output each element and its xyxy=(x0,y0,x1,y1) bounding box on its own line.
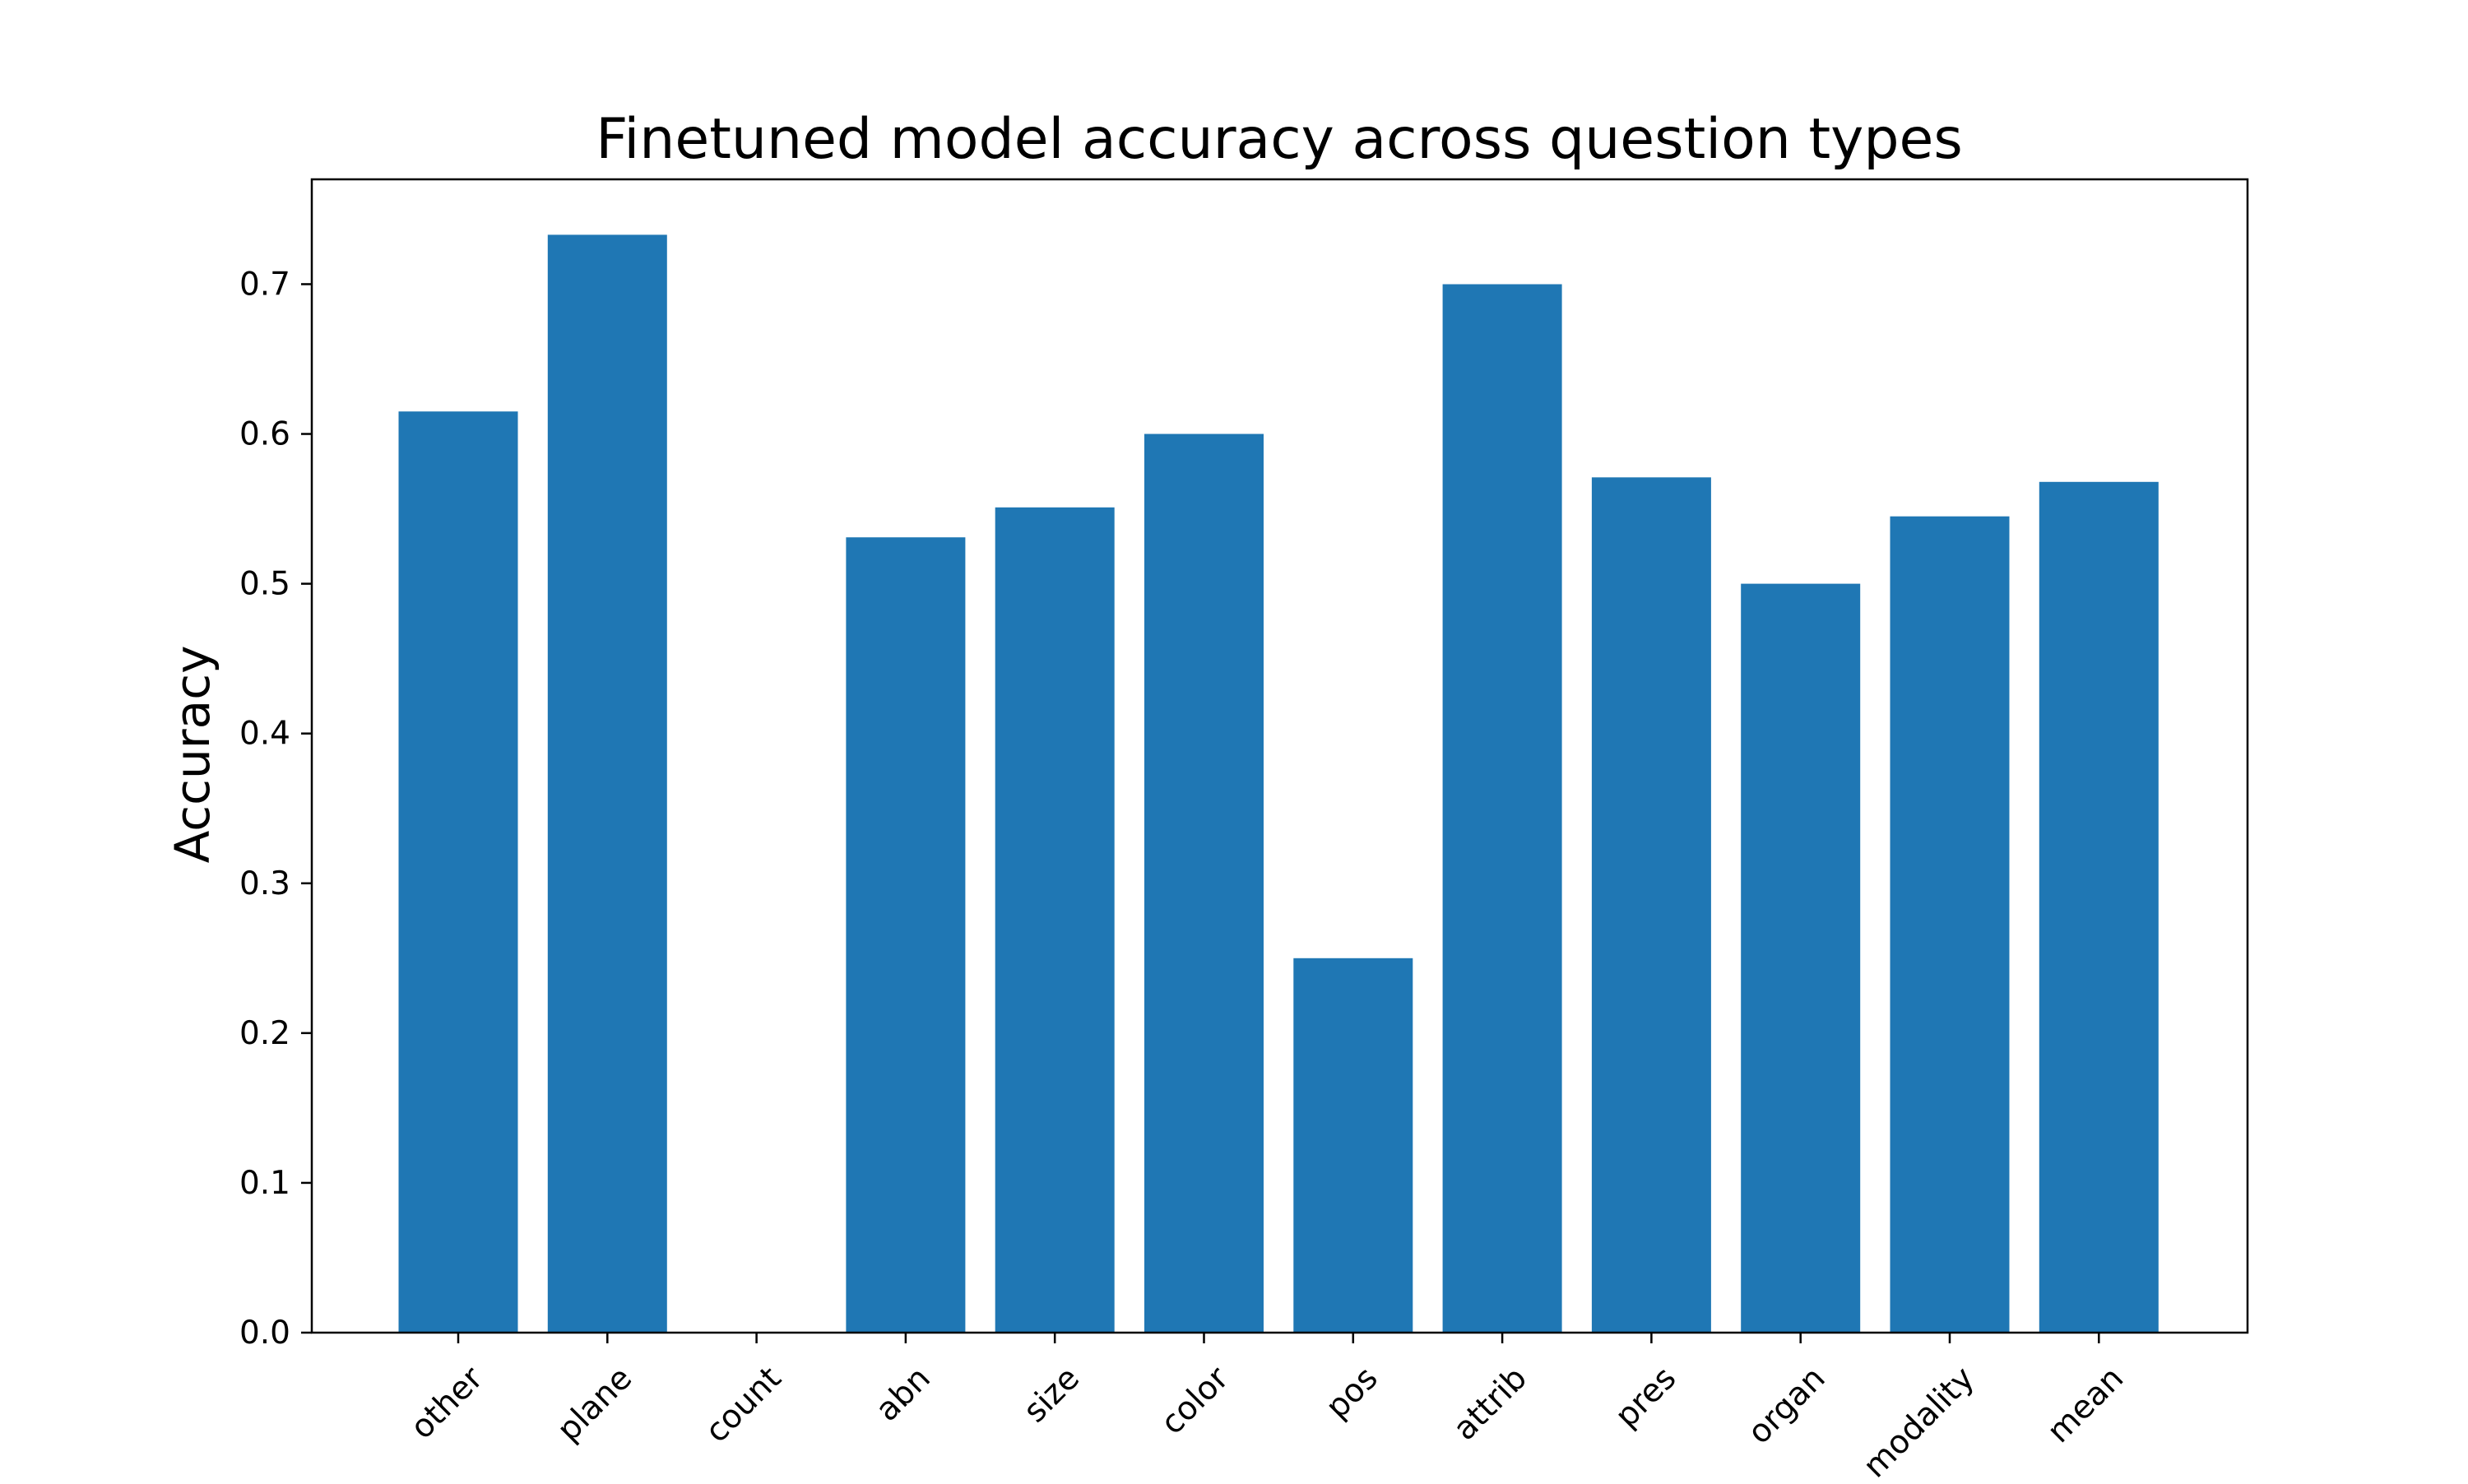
bar-attrib xyxy=(1442,284,1562,1333)
x-tick-label-size: size xyxy=(1017,1360,1087,1430)
x-tick-label-pres: pres xyxy=(1608,1360,1683,1435)
bar-pos xyxy=(1293,958,1413,1333)
x-tick-label-plane: plane xyxy=(550,1360,639,1449)
chart-title: Finetuned model accuracy across question… xyxy=(596,107,1963,172)
bar-modality xyxy=(1890,516,2010,1333)
bar-mean xyxy=(2039,481,2159,1333)
x-tick-label-pos: pos xyxy=(1319,1360,1385,1426)
bars-group xyxy=(398,234,2159,1333)
y-axis-label: Accuracy xyxy=(165,646,220,864)
y-tick-label: 0.0 xyxy=(239,1315,290,1352)
bar-organ xyxy=(1741,583,1861,1333)
y-tick-label: 0.4 xyxy=(239,716,290,753)
y-tick-label: 0.7 xyxy=(239,266,290,303)
x-tick-label-modality: modality xyxy=(1856,1360,1981,1481)
bar-pres xyxy=(1591,477,1711,1333)
bar-plane xyxy=(547,234,667,1333)
x-tick-label-other: other xyxy=(404,1359,491,1446)
y-axis-ticks: 0.0 0.1 0.2 0.3 0.4 0.5 0.6 0.7 xyxy=(239,266,312,1352)
plot-frame xyxy=(310,178,2249,1334)
x-tick-label-count: count xyxy=(698,1360,789,1450)
x-tick-label-abn: abn xyxy=(869,1360,938,1429)
x-tick-label-color: color xyxy=(1154,1359,1236,1441)
x-axis-ticks: other plane count abn size color pos attrib pres… xyxy=(404,1333,2131,1484)
x-tick-label-mean: mean xyxy=(2040,1360,2131,1450)
bar-color xyxy=(1144,434,1264,1333)
x-tick-label-organ: organ xyxy=(1741,1360,1832,1451)
y-tick-label: 0.3 xyxy=(239,865,290,902)
y-tick-label: 0.6 xyxy=(239,416,290,453)
bar-size xyxy=(995,507,1115,1333)
x-tick-label-attrib: attrib xyxy=(1446,1360,1534,1448)
y-tick-label: 0.2 xyxy=(239,1015,290,1052)
bar-abn xyxy=(846,537,966,1333)
y-tick-label: 0.5 xyxy=(239,566,290,603)
y-tick-label: 0.1 xyxy=(239,1165,290,1202)
bar-other xyxy=(398,411,518,1333)
